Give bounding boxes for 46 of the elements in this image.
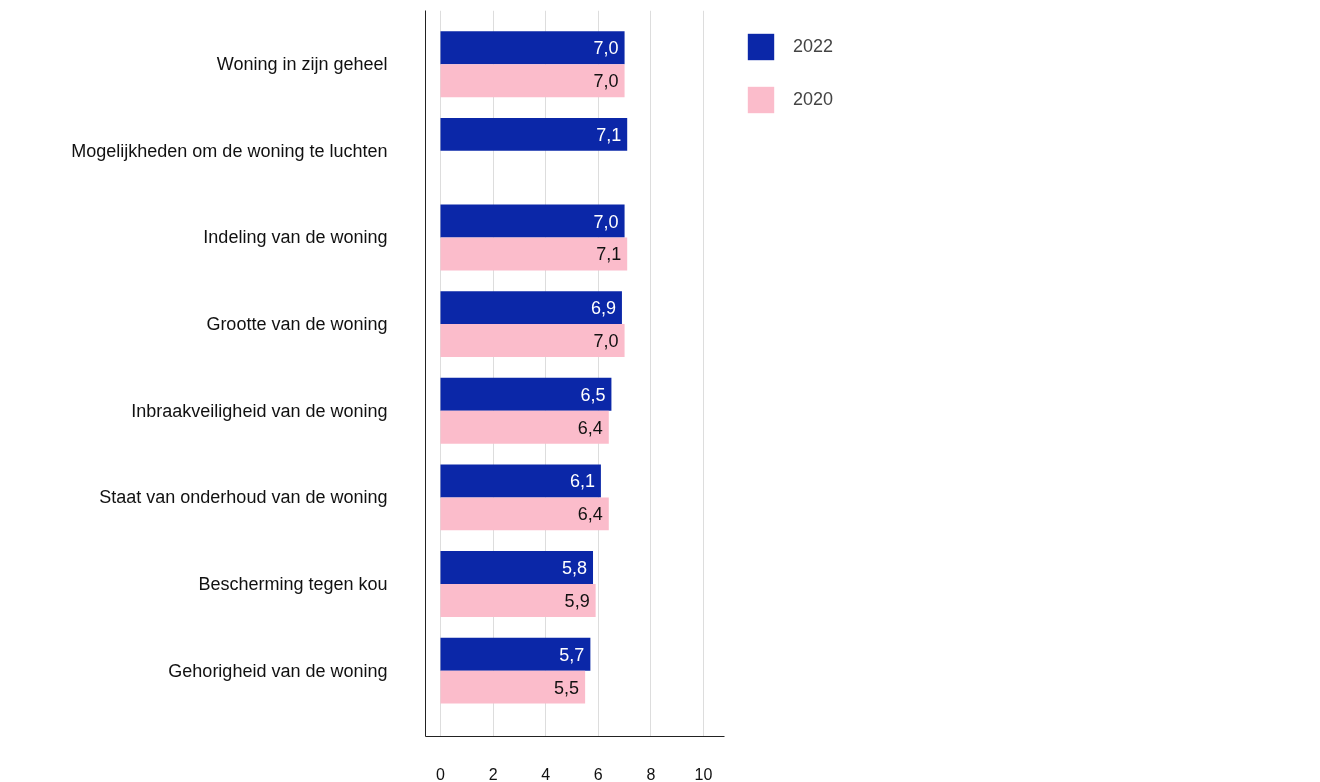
bar [440, 584, 596, 617]
data-label: 7,1 [596, 244, 622, 265]
bar [440, 637, 591, 671]
bar [440, 31, 625, 65]
data-label: 5,9 [564, 590, 590, 611]
x-tick-label: 10 [694, 765, 713, 782]
bar [440, 410, 609, 444]
data-label: 7,0 [593, 38, 619, 59]
y-tick-label: Gehorigheid van de woning [168, 660, 388, 681]
bar [440, 464, 601, 498]
data-label: 5,5 [554, 677, 580, 698]
x-tick-label: 4 [541, 765, 551, 782]
bar [440, 291, 622, 325]
data-label: 6,1 [569, 471, 595, 492]
data-label: 5,7 [559, 644, 585, 665]
bar [440, 551, 594, 585]
data-label: 6,5 [580, 384, 606, 405]
data-label: 7,1 [596, 124, 622, 145]
y-tick-label: Bescherming tegen kou [198, 574, 388, 595]
y-tick-label: Indeling van de woning [203, 227, 388, 248]
y-tick-label: Inbraakveiligheid van de woning [131, 400, 388, 421]
bar [440, 117, 628, 151]
x-tick-label: 0 [436, 765, 446, 782]
y-tick-label: Woning in zijn geheel [216, 54, 388, 75]
data-label: 6,9 [590, 298, 616, 319]
bar [440, 670, 586, 704]
bar [440, 204, 625, 238]
x-tick-label: 2 [488, 765, 498, 782]
data-label: 6,4 [577, 417, 603, 438]
data-label: 7,0 [593, 331, 619, 352]
y-tick-label: Staat van onderhoud van de woning [99, 487, 388, 508]
y-tick-label: Grootte van de woning [206, 314, 388, 335]
bar [440, 377, 612, 411]
data-label: 7,0 [593, 211, 619, 232]
bar [440, 64, 625, 98]
y-tick-label: Mogelijkheden om de woning te luchten [71, 140, 388, 161]
x-tick-label: 8 [646, 765, 656, 782]
legend-label: 2020 [793, 89, 834, 110]
legend-label: 2022 [793, 36, 834, 57]
data-label: 7,0 [593, 71, 619, 92]
bar [440, 324, 625, 358]
data-label: 5,8 [561, 558, 588, 579]
bar [440, 497, 609, 531]
data-label: 6,4 [577, 504, 603, 525]
x-tick-label: 6 [593, 765, 603, 782]
bar [440, 237, 628, 271]
